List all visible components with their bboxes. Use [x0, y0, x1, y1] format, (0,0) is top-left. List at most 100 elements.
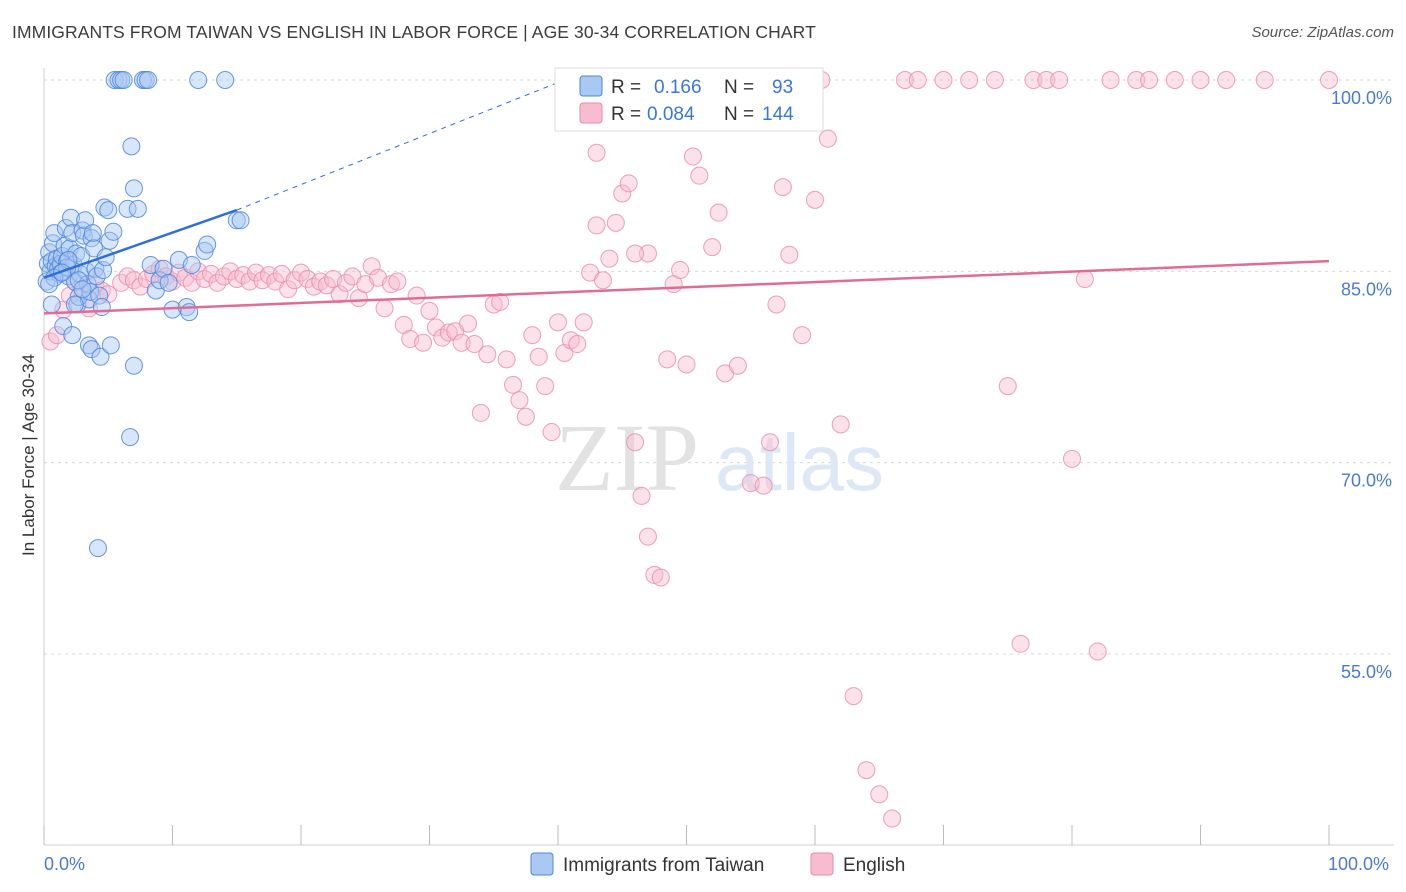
legend-label-english: English — [843, 855, 905, 876]
taiwan-point — [45, 224, 64, 243]
english-point — [330, 285, 349, 304]
english-point — [626, 433, 645, 452]
taiwan-point — [189, 71, 208, 89]
english-point — [870, 785, 889, 804]
english-point — [960, 71, 979, 89]
english-point — [1088, 642, 1107, 661]
taiwan-point — [122, 137, 141, 156]
english-point — [497, 350, 516, 369]
english-point — [793, 326, 812, 345]
taiwan-point — [91, 347, 110, 366]
english-point — [420, 301, 439, 320]
stats-box: R = 0.166 N = 93 R = 0.084 N = 144 — [554, 67, 824, 132]
english-point — [985, 71, 1004, 89]
english-point — [1075, 269, 1094, 288]
english-point — [606, 213, 625, 232]
english-point — [671, 261, 690, 280]
english-point — [587, 216, 606, 235]
english-point — [1140, 71, 1159, 89]
taiwan-point — [65, 295, 84, 314]
english-point — [767, 295, 786, 314]
english-points — [41, 71, 1338, 828]
english-point — [754, 476, 773, 495]
english-point — [124, 271, 143, 290]
english-point — [1127, 71, 1146, 89]
english-point — [908, 71, 927, 89]
english-point — [613, 184, 632, 203]
taiwan-point — [61, 208, 80, 227]
y-tick-label-2: 70.0% — [1341, 471, 1392, 491]
english-point — [292, 263, 310, 282]
taiwan-point — [101, 336, 120, 355]
watermark: ZIP atlas — [555, 404, 884, 511]
english-point — [568, 335, 587, 354]
english-point — [651, 568, 670, 587]
english-point — [632, 486, 651, 505]
taiwan-point — [182, 255, 201, 274]
taiwan-point — [124, 179, 143, 198]
taiwan-point — [73, 280, 92, 299]
stats-n-label-english: N = — [724, 104, 754, 125]
watermark-atlas: atlas — [715, 418, 884, 507]
english-point — [536, 377, 555, 396]
english-point — [504, 375, 523, 394]
english-point — [542, 423, 561, 442]
english-point — [523, 326, 542, 345]
taiwan-point — [114, 71, 133, 89]
english-point — [1165, 71, 1184, 89]
taiwan-point — [198, 235, 217, 254]
taiwan-point — [154, 259, 173, 278]
english-point — [285, 271, 304, 290]
stats-r-label-english: R = — [611, 104, 641, 125]
english-point — [587, 143, 606, 162]
x-tick-label-100: 100.0% — [1328, 854, 1389, 874]
y-tick-label-1: 85.0% — [1341, 279, 1392, 299]
stats-swatch-english — [579, 102, 603, 124]
taiwan-point — [104, 222, 123, 241]
taiwan-point — [92, 298, 111, 317]
english-point — [677, 355, 696, 374]
english-point — [709, 203, 728, 222]
stats-n-label-taiwan: N = — [724, 77, 754, 98]
taiwan-point — [88, 539, 107, 558]
taiwan-trend-line — [43, 208, 238, 279]
english-point — [375, 299, 394, 318]
english-point — [626, 244, 645, 263]
taiwan-point — [99, 201, 118, 220]
english-point — [593, 271, 612, 290]
english-point — [1063, 449, 1081, 468]
taiwan-point — [227, 211, 246, 230]
stats-n-value-english: 144 — [762, 104, 794, 125]
taiwan-trend-extension — [236, 82, 559, 211]
taiwan-point — [100, 231, 119, 250]
english-point — [47, 326, 66, 345]
english-point — [516, 407, 535, 426]
axes — [43, 68, 1394, 846]
english-point — [934, 71, 953, 89]
taiwan-point — [124, 356, 143, 375]
english-point — [208, 273, 227, 292]
english-point — [638, 527, 657, 546]
taiwan-point — [42, 295, 61, 314]
x-tick-label-0: 0.0% — [44, 854, 85, 874]
english-point — [471, 403, 490, 422]
english-point — [1050, 71, 1069, 89]
y-tick-label-3: 55.0% — [1341, 662, 1392, 682]
english-point — [761, 433, 780, 452]
english-point — [1101, 71, 1120, 89]
english-point — [728, 356, 747, 375]
english-point — [362, 257, 381, 276]
taiwan-point — [87, 267, 106, 286]
english-point — [459, 314, 478, 333]
english-point — [388, 272, 407, 291]
english-point — [683, 147, 702, 166]
taiwan-point — [159, 273, 178, 292]
english-point — [1011, 634, 1030, 653]
taiwan-points — [37, 71, 250, 558]
english-point — [414, 333, 433, 352]
chart-source: Source: ZipAtlas.com — [1251, 24, 1394, 41]
stats-swatch-taiwan — [579, 75, 603, 97]
english-point — [883, 809, 902, 828]
english-point — [240, 272, 259, 291]
taiwan-point — [90, 286, 109, 305]
